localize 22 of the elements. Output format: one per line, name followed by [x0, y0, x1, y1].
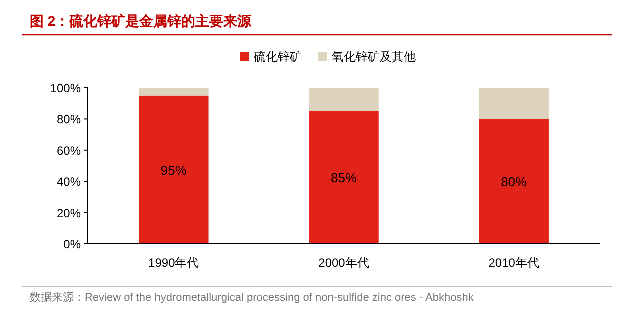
y-tick-label: 60% — [56, 144, 82, 158]
y-tick-label: 40% — [56, 175, 82, 190]
bar — [309, 88, 379, 112]
data-label: 95% — [160, 162, 188, 178]
data-label: 80% — [501, 174, 528, 190]
chart-title: 图 2：硫化锌矿是金属锌的主要来源 — [30, 13, 253, 29]
bar — [309, 111, 379, 244]
bar — [479, 88, 549, 120]
legend-label: 氧化锌矿及其他 — [332, 50, 416, 64]
source-note: 数据来源：Review of the hydrometallurgical processing of non-sulfide zinc ores - Abkhoshk — [30, 291, 474, 304]
bar — [139, 96, 209, 244]
bar — [139, 88, 209, 96]
x-tick-label: 2000年代 — [318, 256, 370, 270]
y-tick-label: 100% — [50, 82, 82, 96]
x-tick-label: 1990年代 — [148, 256, 200, 270]
bar — [479, 119, 549, 244]
data-label: 85% — [330, 170, 358, 186]
y-tick-label: 80% — [56, 112, 82, 127]
legend-label: 硫化锌矿 — [254, 50, 302, 64]
x-tick-label: 2010年代 — [488, 256, 540, 270]
y-tick-label: 0% — [64, 238, 82, 252]
y-tick-label: 20% — [56, 206, 82, 220]
